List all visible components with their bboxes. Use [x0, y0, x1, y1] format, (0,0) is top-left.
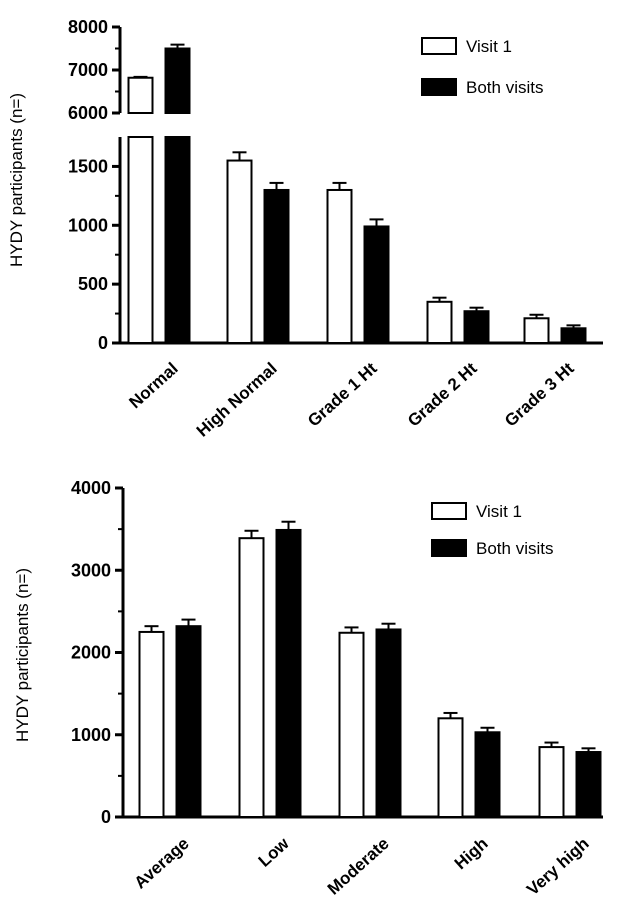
legend-label: Visit 1 — [476, 502, 522, 521]
y-tick-label: 3000 — [71, 560, 111, 580]
bar-both — [474, 731, 501, 818]
bar-visit1 — [538, 746, 565, 819]
category-label: Low — [255, 833, 294, 870]
bar-both — [375, 628, 402, 818]
category-label: Grade 2 Ht — [404, 359, 481, 431]
bar-both — [463, 310, 490, 344]
bar-visit1 — [338, 631, 365, 819]
bar-visit1 — [226, 159, 253, 344]
legend-swatch — [421, 37, 457, 55]
bar-visit1 — [238, 537, 265, 818]
category-label: Average — [131, 834, 193, 893]
y-tick-label: 1000 — [68, 215, 108, 235]
y-axis-label: HYDY participants (n=) — [13, 568, 32, 742]
y-tick-label: 7000 — [68, 60, 108, 80]
y-tick-label: 2000 — [71, 643, 111, 663]
y-tick-label: 8000 — [68, 17, 108, 37]
y-tick-label: 500 — [78, 274, 108, 294]
bar-both — [575, 751, 602, 819]
bar-both-upper — [164, 47, 191, 114]
category-label: High Normal — [193, 359, 281, 441]
category-label: Very high — [523, 834, 593, 899]
y-tick-label: 1500 — [68, 156, 108, 176]
y-tick-label: 1000 — [71, 725, 111, 745]
legend-swatch — [431, 502, 467, 520]
bar-visit1 — [426, 300, 453, 344]
legend-label: Both visits — [476, 539, 553, 558]
category-label: Grade 1 Ht — [304, 359, 381, 431]
bar-visit1-lower — [127, 136, 154, 344]
legend-swatch — [421, 78, 457, 96]
y-tick-label: 0 — [98, 333, 108, 353]
category-label: High — [451, 834, 492, 873]
y-tick-label: 4000 — [71, 478, 111, 498]
legend-label: Visit 1 — [466, 37, 512, 56]
chart-panel-2: 0 1000 2000 3000 4000 HYDY participants (n=) A… — [13, 478, 603, 899]
bar-visit1 — [437, 717, 464, 818]
bar-visit1 — [138, 630, 165, 818]
y-tick-label: 0 — [101, 807, 111, 827]
bar-visit1 — [523, 317, 550, 344]
chart-panel-1: 0 500 1000 1500 6000 7000 8000 HYDY participant… — [7, 17, 603, 441]
category-label: Normal — [125, 359, 181, 412]
category-label: Moderate — [324, 834, 393, 899]
y-tick-label: 6000 — [68, 103, 108, 123]
bar-both — [275, 528, 302, 818]
legend-label: Both visits — [466, 78, 543, 97]
bar-visit1-upper — [127, 76, 154, 114]
bar-both — [263, 188, 290, 344]
legend-swatch — [431, 539, 467, 557]
bar-both — [363, 225, 390, 344]
category-label: Grade 3 Ht — [501, 359, 578, 431]
bar-both — [560, 327, 587, 344]
bar-both-lower — [164, 136, 191, 344]
y-axis-label: HYDY participants (n=) — [7, 93, 26, 267]
bar-visit1 — [326, 188, 353, 344]
bar-both — [175, 625, 202, 818]
